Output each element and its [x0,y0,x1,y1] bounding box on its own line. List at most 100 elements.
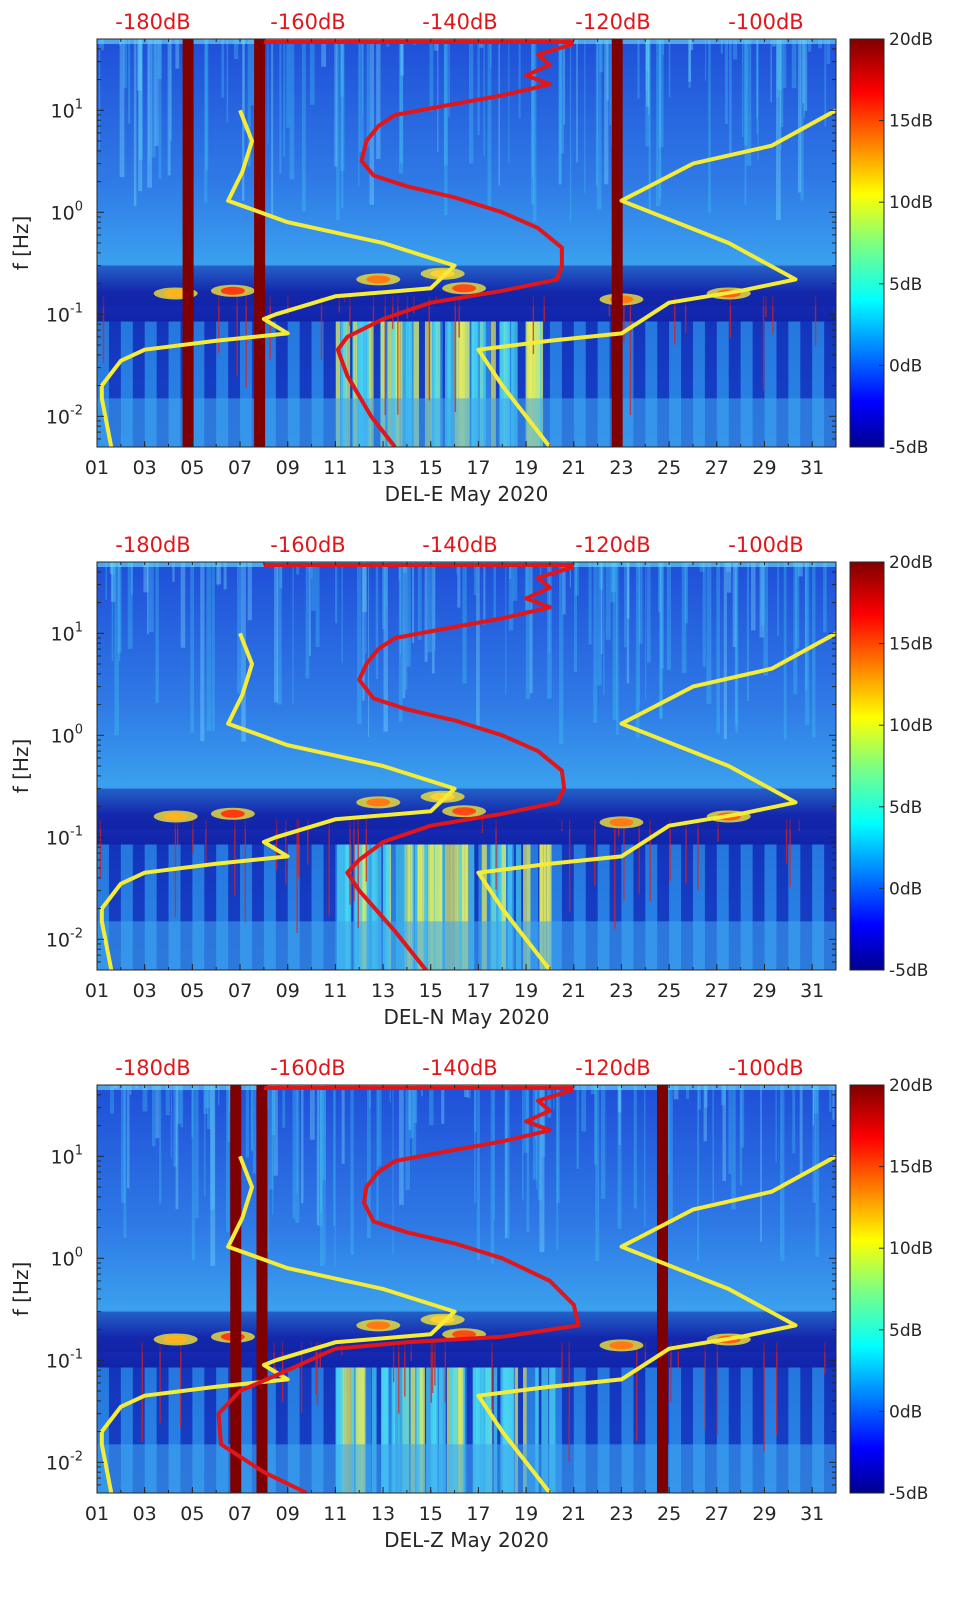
x-tick-label: 23 [609,1503,633,1525]
spectral-streak [474,1085,477,1132]
spectral-streak [547,562,552,699]
saturated-band [656,1085,668,1493]
spectral-streak [626,562,630,619]
spectral-streak [524,562,529,610]
spectral-streak [574,562,577,672]
low-frequency-band [501,844,507,970]
spectral-streak [536,1085,538,1190]
low-frequency-band [424,844,431,970]
spectral-streak [728,1085,732,1175]
x-tick-label: 07 [228,1503,252,1525]
spectral-spike [543,296,545,322]
spectral-streak [720,1085,726,1106]
spectral-streak [180,1085,184,1128]
spectral-streak [340,39,344,97]
spectral-streak [667,1085,673,1221]
spectral-streak [443,39,448,166]
y-tick-exponent: -1 [70,301,83,316]
spectral-streak [398,562,403,722]
spectral-streak [250,39,255,106]
spectral-streak [775,1085,777,1163]
spectral-streak [673,1085,679,1100]
spectral-streak [245,1085,250,1158]
spectral-streak [137,39,142,91]
colorbar-label: -5dB [889,438,928,458]
x-tick-label: 21 [562,457,586,479]
low-frequency-band [824,1367,836,1493]
spectral-streak [157,39,162,79]
spectral-spike [824,1342,826,1375]
spectral-streak [512,562,518,601]
spectral-streak [464,1085,469,1098]
spectral-streak [195,1085,199,1219]
low-frequency-band [528,321,535,447]
spectral-streak [712,1085,714,1203]
saturated-band [254,39,266,447]
spectral-streak [375,562,379,680]
low-frequency-band [507,844,513,970]
spectral-streak [206,562,212,731]
energy-blob [220,809,245,818]
spectral-streak [205,39,209,171]
spectral-spike [307,819,309,865]
x-tick-label: 13 [371,457,395,479]
y-tick-label: 10-2 [46,926,83,951]
x-tick-label: 13 [371,1503,395,1525]
spectral-streak [644,1085,646,1227]
spectrogram-panel: 01 03 05 07 09 11 13 15 17 19 21 23 25 27 29 3110110010… [9,1056,933,1552]
y-tick-base: 10 [51,1146,75,1168]
energy-blob [609,1341,634,1350]
spectral-streak [658,39,664,148]
ambient-db-label: -180dB [115,533,190,557]
y-tick-base: 10 [51,202,75,224]
spectral-spike [410,1342,412,1361]
low-frequency-band [428,321,433,447]
yellow-model-curve-right [476,1154,836,1493]
spectral-streak [498,39,500,186]
spectral-streak [689,39,694,51]
spectral-streak [635,562,640,738]
spectral-streak [229,1085,231,1112]
spectral-streak [175,1085,179,1210]
spectral-streak [609,39,612,126]
low-frequency-band [539,844,544,970]
spectral-streak [333,1085,336,1226]
spectral-streak [173,1085,178,1167]
spectral-spike [458,296,460,338]
energy-blob [452,1330,477,1339]
low-frequency-band [97,398,836,447]
spectral-streak [581,1085,587,1132]
spectral-streak [539,562,542,584]
spectral-streak [151,1085,156,1147]
spectral-streak [780,1085,782,1255]
low-frequency-band [369,321,374,447]
ambient-db-label: -120dB [575,10,650,34]
low-frequency-band [463,321,470,447]
y-tick-label: 101 [51,620,83,645]
spectral-streak [376,39,381,160]
spectral-spike [798,819,801,831]
spectral-streak [596,39,602,210]
spectral-streak [803,39,806,119]
spectral-streak [127,39,131,124]
yellow-model-curve-right [476,108,836,447]
spectral-streak [668,39,671,98]
spectral-streak [110,562,116,602]
spectral-streak [633,1085,637,1209]
y-tick-base: 10 [46,406,70,428]
spectral-streak [148,39,150,163]
low-frequency-band [337,844,344,970]
spectral-streak [808,39,812,52]
ambient-db-label: -180dB [115,1056,190,1080]
x-tick-label: 27 [705,980,729,1002]
spectral-streak [685,1085,690,1099]
colorbar-label: 0dB [889,879,922,899]
low-frequency-band [358,321,364,447]
spectral-streak [777,39,782,90]
spectral-streak [204,39,208,203]
spectral-streak [403,562,407,573]
low-frequency-band [383,1367,389,1493]
spectral-streak [779,39,784,127]
spectral-streak [237,562,242,694]
x-tick-label: 29 [752,457,776,479]
